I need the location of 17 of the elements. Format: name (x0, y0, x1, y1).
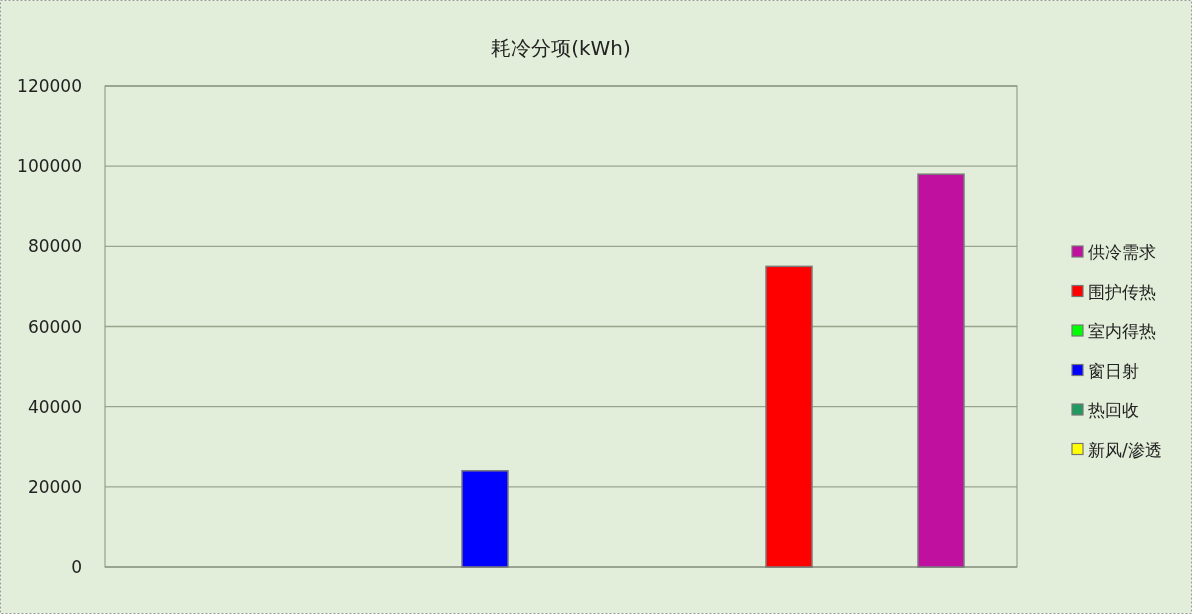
y-tick-label: 120000 (17, 76, 82, 96)
y-tick-label: 60000 (27, 316, 82, 337)
y-tick-label: 20000 (27, 476, 82, 497)
y-tick-label: 40000 (27, 396, 82, 417)
legend-label: 供冷需求 (1088, 242, 1156, 262)
legend-label: 新风/渗透 (1088, 439, 1162, 460)
legend-label: 围护传热 (1088, 281, 1156, 302)
chart-title: 耗冷分项(kWh) (491, 36, 631, 60)
bar (917, 173, 965, 568)
legend-label: 热回收 (1088, 400, 1139, 420)
y-tick-label: 80000 (27, 236, 82, 257)
bar (461, 470, 509, 568)
y-tick-label: 0 (71, 557, 82, 577)
legend-label: 室内得热 (1088, 321, 1156, 341)
legend-label: 窗日射 (1088, 360, 1139, 381)
bar (765, 265, 813, 568)
y-tick-label: 100000 (17, 156, 82, 177)
